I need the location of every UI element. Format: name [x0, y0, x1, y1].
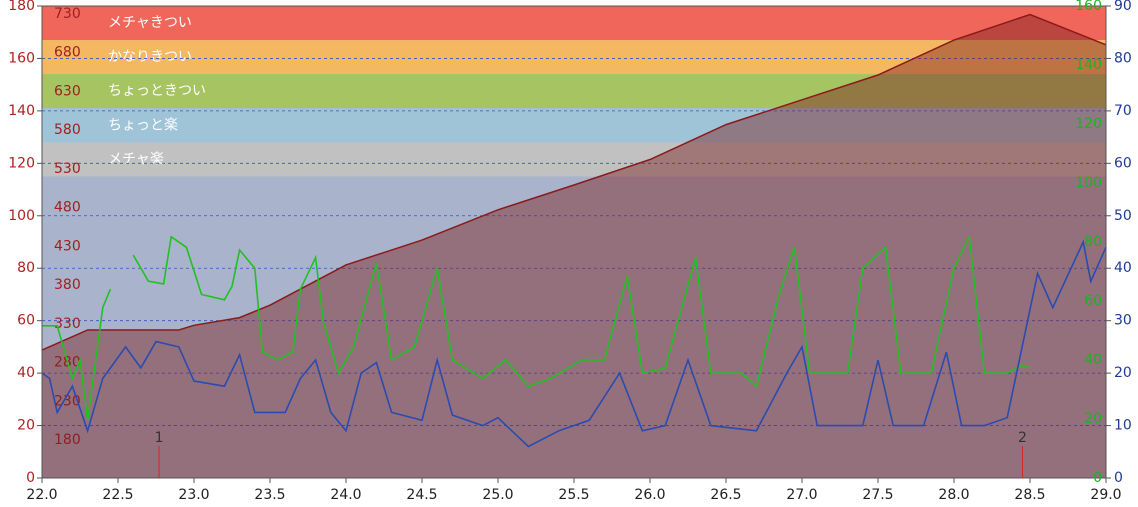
y2-tick-label: 40: [1114, 260, 1132, 276]
elevation-tick-label: 680: [54, 45, 81, 61]
elevation-tick-label: 330: [54, 316, 81, 332]
y3-tick-label: 160: [1075, 0, 1102, 14]
x-tick-label: 24.5: [406, 487, 437, 503]
y-tick-label: 0: [26, 470, 35, 486]
y2-tick-label: 50: [1114, 208, 1132, 224]
y2-tick-label: 70: [1114, 103, 1132, 119]
x-tick-label: 25.0: [482, 487, 513, 503]
y-tick-label: 40: [17, 365, 35, 381]
y-tick-label: 100: [8, 208, 35, 224]
y-tick-label: 180: [8, 0, 35, 14]
y2-tick-label: 80: [1114, 50, 1132, 66]
y-tick-label: 160: [8, 50, 35, 66]
elevation-tick-label: 380: [54, 277, 81, 293]
elevation-tick-label: 430: [54, 238, 81, 254]
series-line: [132, 233, 1031, 388]
y2-tick-label: 20: [1114, 365, 1132, 381]
y2-tick-label: 60: [1114, 155, 1132, 171]
zone-band: [42, 142, 1106, 177]
y3-tick-label: 40: [1084, 352, 1102, 368]
x-tick-label: 27.5: [862, 487, 893, 503]
y-tick-label: 20: [17, 418, 35, 434]
x-tick-label: 28.5: [1014, 487, 1045, 503]
zone-band: [42, 40, 1106, 75]
y3-tick-label: 20: [1084, 411, 1102, 427]
x-tick-label: 22.0: [26, 487, 57, 503]
zone-band: [42, 108, 1106, 143]
x-tick-label: 22.5: [102, 487, 133, 503]
zone-band: [42, 74, 1106, 109]
y2-tick-label: 30: [1114, 313, 1132, 329]
series-line: [42, 288, 112, 421]
y3-tick-label: 0: [1093, 470, 1102, 486]
elevation-tick-label: 530: [54, 161, 81, 177]
y-tick-label: 120: [8, 155, 35, 171]
y3-tick-label: 120: [1075, 116, 1102, 132]
y-tick-label: 140: [8, 103, 35, 119]
zone-label: ちょっときつい: [108, 83, 206, 99]
elevation-tick-label: 180: [54, 432, 81, 448]
x-tick-label: 26.5: [710, 487, 741, 503]
y3-tick-label: 100: [1075, 175, 1102, 191]
x-tick-label: 23.5: [254, 487, 285, 503]
x-tick-label: 28.0: [938, 487, 969, 503]
x-tick-label: 25.5: [558, 487, 589, 503]
elevation-tick-label: 630: [54, 83, 81, 99]
series-line: [41, 13, 1107, 351]
zone-label: ちょっと楽: [108, 117, 178, 133]
elevation-area: [42, 14, 1106, 478]
y3-tick-label: 140: [1075, 57, 1102, 73]
zone-label: メチャきつい: [108, 15, 192, 31]
lap-marker-label: 2: [1018, 430, 1027, 446]
y2-tick-label: 10: [1114, 418, 1132, 434]
y3-tick-label: 80: [1084, 234, 1102, 250]
x-tick-label: 26.0: [634, 487, 665, 503]
y2-tick-label: 90: [1114, 0, 1132, 14]
x-tick-label: 23.0: [178, 487, 209, 503]
series-line: [41, 239, 1107, 448]
x-tick-label: 24.0: [330, 487, 361, 503]
lap-marker-label: 1: [155, 430, 164, 446]
x-tick-label: 29.0: [1090, 487, 1121, 503]
zone-band: [42, 6, 1106, 41]
y-tick-label: 80: [17, 260, 35, 276]
y3-tick-label: 60: [1084, 293, 1102, 309]
elevation-tick-label: 730: [54, 6, 81, 22]
y2-tick-label: 0: [1114, 470, 1123, 486]
x-tick-label: 27.0: [786, 487, 817, 503]
elevation-tick-label: 580: [54, 122, 81, 138]
zone-label: かなりきつい: [108, 49, 192, 65]
y-tick-label: 60: [17, 313, 35, 329]
zone-label: メチャ楽: [108, 151, 164, 167]
elevation-tick-label: 480: [54, 200, 81, 216]
